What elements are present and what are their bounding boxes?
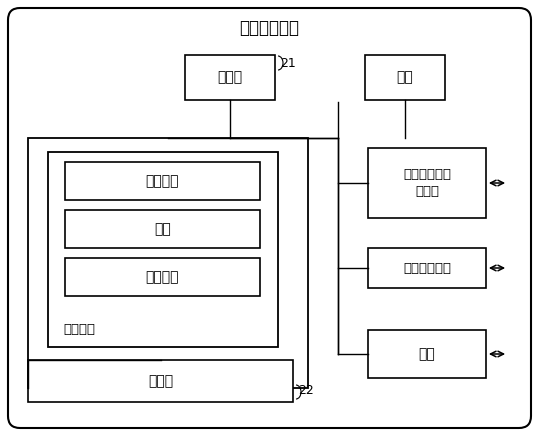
Text: 输入输出接口: 输入输出接口: [403, 262, 451, 275]
Bar: [368, 148, 486, 218]
Bar: [65, 162, 260, 200]
Bar: [48, 152, 278, 347]
Text: 数据: 数据: [154, 222, 171, 236]
Text: 电源: 电源: [397, 71, 413, 85]
Text: 操作系统: 操作系统: [146, 174, 179, 188]
Text: 键盘: 键盘: [419, 347, 436, 361]
Bar: [365, 55, 445, 100]
Text: 21: 21: [280, 57, 296, 70]
Bar: [368, 330, 486, 378]
Text: 处理器: 处理器: [217, 71, 243, 85]
Bar: [185, 55, 275, 100]
Text: 存储器: 存储器: [148, 374, 173, 388]
Text: 存储介质: 存储介质: [63, 323, 95, 335]
FancyBboxPatch shape: [8, 8, 531, 428]
Bar: [368, 248, 486, 288]
Bar: [65, 210, 260, 248]
Bar: [65, 258, 260, 296]
Text: 人机交互设备: 人机交互设备: [239, 19, 300, 37]
Text: 有线或无线网
络接口: 有线或无线网 络接口: [403, 168, 451, 198]
Bar: [28, 138, 308, 388]
Text: 22: 22: [298, 384, 314, 397]
Text: 应用程序: 应用程序: [146, 270, 179, 284]
Bar: [28, 360, 293, 402]
